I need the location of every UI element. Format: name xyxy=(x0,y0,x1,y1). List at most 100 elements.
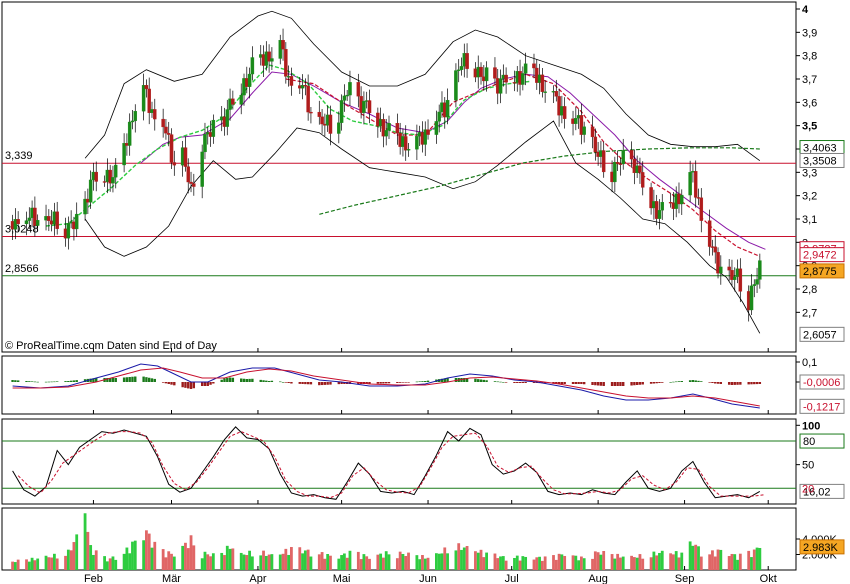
macd-histogram-bar xyxy=(150,378,154,382)
macd-histogram-bar xyxy=(563,382,566,384)
price-ytick-label: 3,6 xyxy=(802,97,817,109)
candle-body xyxy=(345,94,349,97)
candle-body xyxy=(387,123,391,131)
volume-bar xyxy=(579,556,583,570)
vol-badge-text: 2.983K xyxy=(803,542,839,554)
volume-bar xyxy=(306,549,310,570)
candle-body xyxy=(493,67,497,79)
macd-histogram-bar xyxy=(245,379,248,382)
candle-body xyxy=(317,111,322,117)
macd-histogram-bar xyxy=(368,382,371,384)
volume-bar xyxy=(92,554,95,570)
macd-histogram-bar xyxy=(343,382,346,384)
volume-bar xyxy=(660,550,664,570)
volume-bar xyxy=(281,553,285,570)
volume-bar xyxy=(192,545,196,570)
volume-bar xyxy=(309,556,313,570)
macd-histogram-bar xyxy=(248,378,251,382)
candle-body xyxy=(758,260,762,280)
candle-body xyxy=(169,134,174,163)
candle-body xyxy=(113,164,118,178)
macd-histogram-bar xyxy=(111,378,115,382)
volume-bar xyxy=(184,542,187,570)
candle-body xyxy=(281,40,285,50)
volume-bar xyxy=(736,559,739,570)
candle-body xyxy=(83,198,87,215)
candle-body xyxy=(33,207,37,226)
volume-bar xyxy=(189,535,193,570)
macd-histogram-bar xyxy=(543,382,547,384)
macd-histogram-bar xyxy=(75,380,78,382)
candle-body xyxy=(557,96,561,116)
macd-histogram-bar xyxy=(518,382,522,383)
price-badge-text: 2,9472 xyxy=(803,250,837,262)
volume-bar xyxy=(437,553,441,570)
price-ytick-label: 2,7 xyxy=(802,307,817,319)
macd-histogram-bar xyxy=(499,381,502,383)
macd-histogram-bar xyxy=(382,382,385,384)
macd-histogram-bar xyxy=(212,382,215,384)
macd-histogram-bar xyxy=(691,380,695,382)
macd-histogram-bar xyxy=(128,377,131,382)
volume-bar xyxy=(571,555,575,570)
macd-histogram-bar xyxy=(739,382,742,385)
volume-bar xyxy=(345,557,349,570)
volume-bar xyxy=(465,546,469,570)
candle-body xyxy=(615,161,620,164)
candle-body xyxy=(203,134,207,153)
volume-bar xyxy=(513,558,516,570)
volume-bar xyxy=(554,559,558,570)
volume-bar xyxy=(674,551,678,570)
volume-bar xyxy=(186,548,190,570)
volume-bar xyxy=(747,550,751,570)
volume-bar xyxy=(89,545,93,570)
candle-body xyxy=(348,82,352,96)
macd-histogram-bar xyxy=(72,380,76,382)
volume-bar xyxy=(223,555,226,570)
volume-bar xyxy=(697,546,700,570)
stoch-level-20-label: 20 xyxy=(802,483,814,495)
macd-histogram-bar xyxy=(661,382,664,383)
volume-bar xyxy=(641,558,645,570)
macd-histogram-bar xyxy=(357,382,360,384)
volume-bar xyxy=(170,553,173,570)
candle-body xyxy=(239,94,243,105)
stoch-badge-box xyxy=(799,483,845,499)
macd-histogram-bar xyxy=(206,382,209,386)
volume-bar xyxy=(460,549,463,570)
macd-histogram-bar xyxy=(504,382,508,383)
macd-histogram-bar xyxy=(591,382,594,385)
volume-bar xyxy=(501,556,505,570)
macd-histogram-bar xyxy=(108,378,112,382)
macd-histogram-bar xyxy=(477,379,480,382)
volume-bar xyxy=(161,549,165,570)
macd-histogram-bar xyxy=(30,381,34,382)
macd-histogram-bar xyxy=(496,381,499,383)
volume-bar xyxy=(382,557,385,570)
macd-histogram-bar xyxy=(337,382,341,385)
macd-histogram-bar xyxy=(203,382,207,386)
price-badge-text: 3,4063 xyxy=(803,143,837,155)
candle-body xyxy=(172,162,177,166)
candle-body xyxy=(707,220,712,247)
macd-badge-box xyxy=(799,374,845,390)
candle-body xyxy=(164,126,168,134)
volume-bar xyxy=(563,555,567,570)
macd-histogram-bar xyxy=(142,376,145,382)
candle-body xyxy=(649,187,653,209)
volume-bar xyxy=(250,556,254,570)
volume-bar xyxy=(33,560,37,570)
macd-histogram-bar xyxy=(415,381,419,383)
volume-bar xyxy=(543,556,547,570)
macd-histogram-bar xyxy=(125,377,129,382)
volume-bar xyxy=(131,541,134,570)
macd-histogram-bar xyxy=(465,378,469,382)
candle-body xyxy=(521,73,525,85)
candle-body xyxy=(582,126,586,135)
volume-bar xyxy=(133,540,137,570)
candle-body xyxy=(454,70,458,101)
candle-body xyxy=(590,126,595,138)
macd-histogram-bar xyxy=(658,382,661,383)
macd-histogram-bar xyxy=(493,381,497,382)
macd-histogram-bar xyxy=(251,378,254,382)
